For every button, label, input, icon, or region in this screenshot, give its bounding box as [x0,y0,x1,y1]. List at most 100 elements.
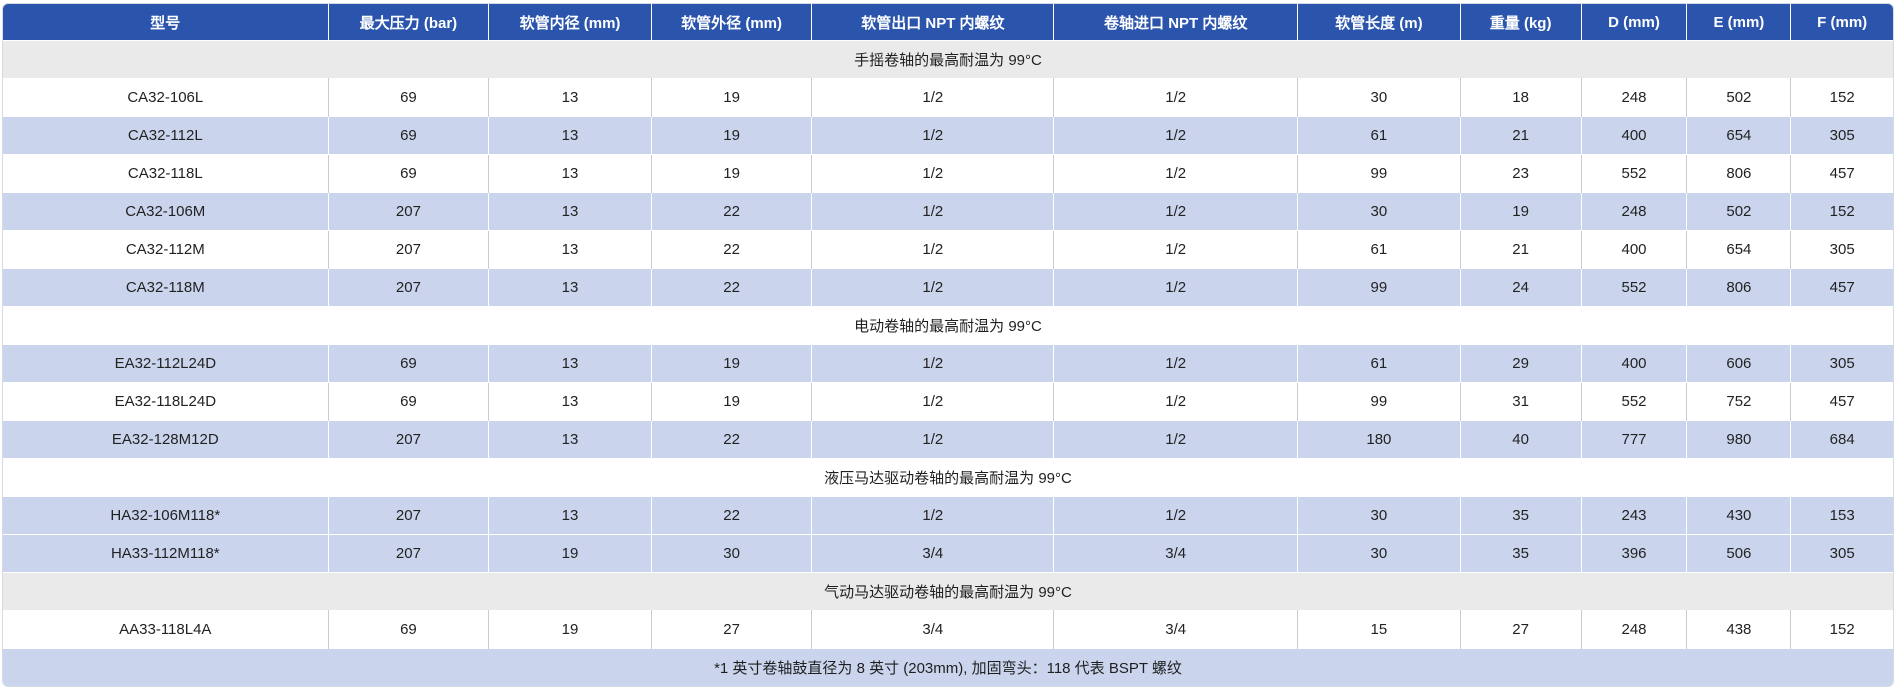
model-cell: EA32-112L24D [3,344,329,383]
value-cell: 13 [488,496,652,535]
table-row: EA32-128M12D 207 13 22 1/2 1/2 180 40 777 980 684 [3,420,1893,459]
value-cell: 207 [328,496,490,535]
column-header: 卷轴进口 NPT 内螺纹 [1053,4,1299,41]
section-title: 液压马达驱动卷轴的最高耐温为 99°C [3,458,1893,497]
table-row: EA32-112L24D 69 13 19 1/2 1/2 61 29 400 606 305 [3,344,1893,383]
model-cell: CA32-118M [3,268,329,307]
value-cell: 1/2 [1053,420,1299,459]
value-cell: 243 [1581,496,1688,535]
value-cell: 61 [1297,230,1461,269]
value-cell: 1/2 [811,116,1055,155]
value-cell: 23 [1460,154,1582,193]
value-cell: 1/2 [811,268,1055,307]
value-cell: 19 [651,78,813,117]
value-cell: 69 [328,116,490,155]
value-cell: 30 [651,534,813,573]
value-cell: 69 [328,610,490,649]
value-cell: 552 [1581,382,1688,421]
value-cell: 180 [1297,420,1461,459]
value-cell: 24 [1460,268,1582,307]
value-cell: 22 [651,268,813,307]
value-cell: 27 [651,610,813,649]
value-cell: 13 [488,268,652,307]
value-cell: 3/4 [1053,534,1299,573]
value-cell: 19 [651,116,813,155]
value-cell: 248 [1581,192,1688,231]
value-cell: 1/2 [811,496,1055,535]
value-cell: 396 [1581,534,1688,573]
column-header: 软管出口 NPT 内螺纹 [811,4,1055,41]
value-cell: 457 [1790,268,1893,307]
value-cell: 29 [1460,344,1582,383]
table-row: CA32-118L 69 13 19 1/2 1/2 99 23 552 806 457 [3,154,1893,193]
value-cell: 506 [1686,534,1792,573]
value-cell: 3/4 [811,534,1055,573]
value-cell: 31 [1460,382,1582,421]
value-cell: 305 [1790,230,1893,269]
section-title-row: 电动卷轴的最高耐温为 99°C [3,306,1893,345]
value-cell: 207 [328,230,490,269]
value-cell: 1/2 [811,420,1055,459]
value-cell: 248 [1581,610,1688,649]
value-cell: 305 [1790,116,1893,155]
value-cell: 22 [651,496,813,535]
model-cell: HA33-112M118* [3,534,329,573]
value-cell: 69 [328,382,490,421]
value-cell: 207 [328,268,490,307]
value-cell: 1/2 [811,192,1055,231]
value-cell: 654 [1686,116,1792,155]
table-row: HA32-106M118* 207 13 22 1/2 1/2 30 35 243 430 153 [3,496,1893,535]
value-cell: 1/2 [1053,344,1299,383]
spec-table: 型号 最大压力 (bar) 软管内径 (mm) 软管外径 (mm) 软管出口 NPT 内… [3,4,1893,686]
value-cell: 61 [1297,116,1461,155]
value-cell: 19 [651,344,813,383]
value-cell: 684 [1790,420,1893,459]
model-cell: CA32-112M [3,230,329,269]
value-cell: 248 [1581,78,1688,117]
value-cell: 305 [1790,344,1893,383]
value-cell: 21 [1460,116,1582,155]
header-row: 型号 最大压力 (bar) 软管内径 (mm) 软管外径 (mm) 软管出口 NPT 内… [3,4,1893,41]
value-cell: 3/4 [811,610,1055,649]
column-header: 重量 (kg) [1460,4,1582,41]
value-cell: 153 [1790,496,1893,535]
value-cell: 13 [488,420,652,459]
table-row: EA32-118L24D 69 13 19 1/2 1/2 99 31 552 752 457 [3,382,1893,421]
value-cell: 30 [1297,534,1461,573]
column-header: F (mm) [1790,4,1893,41]
column-header: 最大压力 (bar) [328,4,490,41]
value-cell: 806 [1686,268,1792,307]
value-cell: 457 [1790,382,1893,421]
value-cell: 1/2 [1053,382,1299,421]
value-cell: 1/2 [811,344,1055,383]
value-cell: 654 [1686,230,1792,269]
value-cell: 1/2 [811,154,1055,193]
table-row: AA33-118L4A 69 19 27 3/4 3/4 15 27 248 438 152 [3,610,1893,649]
value-cell: 30 [1297,192,1461,231]
value-cell: 61 [1297,344,1461,383]
footnote-row: *1 英寸卷轴鼓直径为 8 英寸 (203mm), 加固弯头：118 代表 BS… [3,648,1893,686]
value-cell: 35 [1460,534,1582,573]
model-cell: EA32-128M12D [3,420,329,459]
value-cell: 19 [1460,192,1582,231]
value-cell: 40 [1460,420,1582,459]
value-cell: 502 [1686,78,1792,117]
value-cell: 99 [1297,382,1461,421]
table-header: 型号 最大压力 (bar) 软管内径 (mm) 软管外径 (mm) 软管出口 NPT 内… [3,4,1893,41]
value-cell: 806 [1686,154,1792,193]
table-row: CA32-112L 69 13 19 1/2 1/2 61 21 400 654 305 [3,116,1893,155]
value-cell: 152 [1790,192,1893,231]
value-cell: 207 [328,534,490,573]
value-cell: 99 [1297,268,1461,307]
value-cell: 27 [1460,610,1582,649]
value-cell: 22 [651,420,813,459]
value-cell: 13 [488,78,652,117]
value-cell: 21 [1460,230,1582,269]
column-header: 软管内径 (mm) [488,4,652,41]
value-cell: 35 [1460,496,1582,535]
value-cell: 430 [1686,496,1792,535]
value-cell: 19 [651,382,813,421]
value-cell: 1/2 [1053,192,1299,231]
model-cell: CA32-106M [3,192,329,231]
